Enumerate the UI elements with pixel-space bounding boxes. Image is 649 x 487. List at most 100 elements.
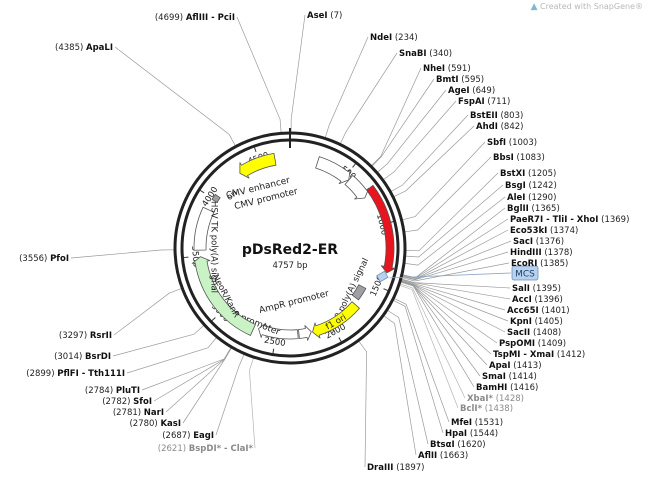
site-aflii[interactable]: AflII (1663)	[418, 451, 468, 461]
feature-ampr-promoter[interactable]	[298, 325, 312, 341]
feature-hsv-tk-polya[interactable]	[193, 206, 215, 251]
site-label-nari: (2781) NarI	[113, 408, 164, 418]
site-mfei[interactable]: MfeI (1531)	[451, 418, 503, 428]
site-bts-i[interactable]: BtsαI (1620)	[430, 440, 486, 450]
site-sali[interactable]: SalI (1395)	[512, 284, 561, 294]
site-position-ecori: (1385)	[540, 259, 568, 269]
site-label-apali: (4385) ApaLI	[55, 43, 113, 53]
site-label-nhei: NheI (591)	[423, 64, 471, 74]
feature-neor-kanr[interactable]	[191, 256, 256, 336]
site-agei[interactable]: AgeI (649)	[448, 86, 495, 96]
site-bspdi-clai[interactable]: (2621) BspDI* - ClaI*	[158, 444, 254, 454]
leader-rsrii	[113, 288, 182, 336]
site-label-sali: SalI (1395)	[512, 284, 561, 294]
site-hindiii[interactable]: HindIII (1378)	[510, 248, 573, 258]
site-apali[interactable]: (4385) ApaLI	[55, 43, 113, 53]
site-eco53ki[interactable]: Eco53kI (1374)	[510, 226, 578, 236]
site-sacii[interactable]: SacII (1408)	[507, 328, 561, 338]
site-bcli[interactable]: BclI* (1438)	[460, 404, 513, 414]
feature-sv40-polya[interactable]	[351, 284, 367, 301]
site-kpni[interactable]: KpnI (1405)	[510, 317, 563, 327]
site-acc65i[interactable]: Acc65I (1401)	[507, 306, 570, 316]
feature-sv40-promoter[interactable]	[258, 322, 299, 340]
site-ahdi[interactable]: AhdI (842)	[476, 122, 523, 132]
site-eagi[interactable]: (2687) EagI	[162, 431, 214, 441]
feature-f1-ori[interactable]	[312, 301, 360, 339]
site-afliii-pcii[interactable]: (4699) AflIII - PciI	[155, 13, 235, 23]
site-alei[interactable]: AleI (1290)	[507, 193, 556, 203]
site-paer7i-tlii-xhoi[interactable]: PaeR7I - TliI - XhoI (1369)	[510, 215, 629, 225]
site-name-sacii: SacII	[507, 328, 530, 338]
site-bglii[interactable]: BglII (1365)	[507, 204, 560, 214]
site-sfoi[interactable]: (2782) SfoI	[102, 397, 152, 407]
feature-mcs-box[interactable]	[376, 270, 389, 283]
site-bbsi[interactable]: BbsI (1083)	[493, 153, 545, 163]
site-tspmi-xmai[interactable]: TspMI - XmaI (1412)	[493, 350, 585, 360]
leader-bsgi	[405, 184, 504, 258]
site-hpai[interactable]: HpaI (1544)	[445, 429, 498, 439]
site-position-bbsi: (1083)	[517, 153, 545, 163]
site-position-rsrii: (3297)	[59, 331, 87, 341]
plasmid-center-label: pDsRed2-ER 4757 bp	[242, 242, 338, 271]
site-kasi[interactable]: (2780) KasI	[129, 419, 181, 429]
feature-ori[interactable]	[239, 152, 277, 179]
site-pspomi[interactable]: PspOMI (1409)	[499, 339, 566, 349]
site-position-apali: (4385)	[55, 43, 83, 53]
site-nhei[interactable]: NheI (591)	[423, 64, 471, 74]
tick-label-3500: 3500	[189, 245, 201, 267]
site-name-tspmi-xmai: TspMI - XmaI	[493, 350, 554, 360]
site-label-eco53ki: Eco53kI (1374)	[510, 226, 578, 236]
site-position-bts-i: (1620)	[457, 440, 485, 450]
site-name-pfoi: PfoI	[50, 254, 69, 264]
feature-cmv-promoter[interactable]	[344, 175, 370, 200]
site-name-kasi: KasI	[160, 419, 181, 429]
site-name-bsgi: BsgI	[505, 181, 526, 191]
site-bmti[interactable]: BmtI (595)	[436, 75, 484, 85]
site-draiii[interactable]: DraIII (1897)	[367, 463, 424, 473]
feature-cmv-enhancer[interactable]	[315, 156, 351, 185]
site-position-ahdi: (842)	[501, 122, 524, 132]
site-sbfi[interactable]: SbfI (1003)	[487, 138, 537, 148]
site-asei[interactable]: AseI (7)	[307, 11, 342, 21]
site-label-sbfi: SbfI (1003)	[487, 138, 537, 148]
site-name-acci: AccI	[512, 295, 532, 305]
site-ndei[interactable]: NdeI (234)	[370, 33, 418, 43]
site-smai[interactable]: SmaI (1414)	[482, 372, 537, 382]
mcs-callout-box[interactable]	[511, 265, 539, 281]
site-bamhi[interactable]: BamHI (1416)	[476, 383, 538, 393]
leader-bbsi	[404, 156, 492, 233]
site-position-bamhi: (1416)	[510, 383, 538, 393]
feature-hsv-tk-box[interactable]	[211, 193, 221, 203]
site-rsrii[interactable]: (3297) RsrII	[59, 331, 112, 341]
leader-hpai	[393, 300, 444, 434]
site-pfoi[interactable]: (3556) PfoI	[19, 254, 69, 264]
site-bstxi[interactable]: BstXI (1205)	[500, 169, 556, 179]
site-label-bspdi-clai: (2621) BspDI* - ClaI*	[158, 444, 254, 454]
leader-pluti	[141, 347, 232, 391]
site-pflfi-tth111i[interactable]: (2899) PflFI - Tth111I	[26, 369, 125, 379]
site-nari[interactable]: (2781) NarI	[113, 408, 164, 418]
site-fspai[interactable]: FspAI (711)	[458, 97, 510, 107]
site-position-apai: (1413)	[513, 361, 541, 371]
site-bsgi[interactable]: BsgI (1242)	[505, 181, 557, 191]
site-name-asei: AseI	[307, 11, 328, 21]
site-apai[interactable]: ApaI (1413)	[489, 361, 542, 371]
site-position-xbai: (1428)	[496, 394, 524, 404]
site-position-alei: (1290)	[528, 193, 556, 203]
site-snabi[interactable]: SnaBI (340)	[399, 49, 452, 59]
feature-dsred2[interactable]	[366, 184, 396, 274]
feature-label-hsv-tk-polya: HSV TK poly(A) signal	[209, 201, 219, 293]
leader-eco53ki	[402, 229, 509, 280]
site-label-pspomi: PspOMI (1409)	[499, 339, 566, 349]
site-ecori[interactable]: EcoRI (1385)	[511, 259, 568, 269]
site-position-hindiii: (1378)	[544, 248, 572, 258]
site-saci[interactable]: SacI (1376)	[513, 237, 564, 247]
site-xbai[interactable]: XbaI* (1428)	[467, 394, 524, 404]
site-pluti[interactable]: (2784) PluTI	[85, 386, 140, 396]
site-acci[interactable]: AccI (1396)	[512, 295, 563, 305]
site-bsrdi[interactable]: (3014) BsrDI	[54, 352, 111, 362]
leader-fspai	[383, 100, 457, 180]
site-position-acc65i: (1401)	[541, 306, 569, 316]
leader-bsteii	[391, 114, 469, 192]
site-bsteii[interactable]: BstEII (803)	[470, 111, 523, 121]
